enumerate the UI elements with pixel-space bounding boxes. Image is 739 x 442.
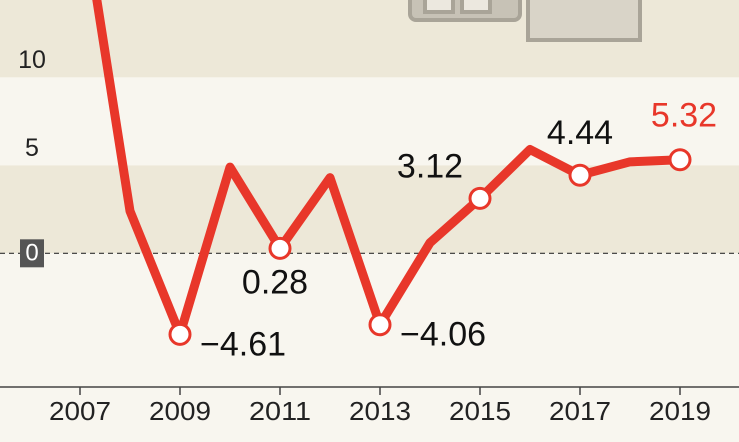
value-label: −4.61 <box>200 325 286 363</box>
value-label: 0.28 <box>242 263 308 301</box>
zero-label-box <box>20 239 44 268</box>
x-tick-label: 2019 <box>649 396 711 426</box>
point-marker <box>268 236 292 260</box>
value-label: −4.06 <box>400 316 486 354</box>
x-tick-label: 2015 <box>449 396 511 426</box>
point-marker <box>468 186 492 210</box>
y-tick-label: 0 <box>25 240 38 267</box>
point-marker <box>568 163 592 187</box>
x-tick-label: 2011 <box>249 396 311 426</box>
point-marker <box>668 148 692 172</box>
y-tick-label: 10 <box>18 46 46 74</box>
x-tick-label: 2017 <box>549 396 611 426</box>
x-tick-label: 2009 <box>149 396 211 426</box>
value-label: 3.12 <box>397 147 463 185</box>
point-marker <box>168 322 192 346</box>
value-label: 5.32 <box>651 97 717 135</box>
x-tick-label: 2007 <box>49 396 111 426</box>
value-label: 4.44 <box>547 114 613 152</box>
illustration <box>408 0 642 42</box>
point-marker <box>368 313 392 337</box>
band <box>0 165 739 254</box>
y-tick-label: 5 <box>25 134 39 162</box>
x-tick-label: 2013 <box>349 396 411 426</box>
footer-band <box>0 387 739 442</box>
